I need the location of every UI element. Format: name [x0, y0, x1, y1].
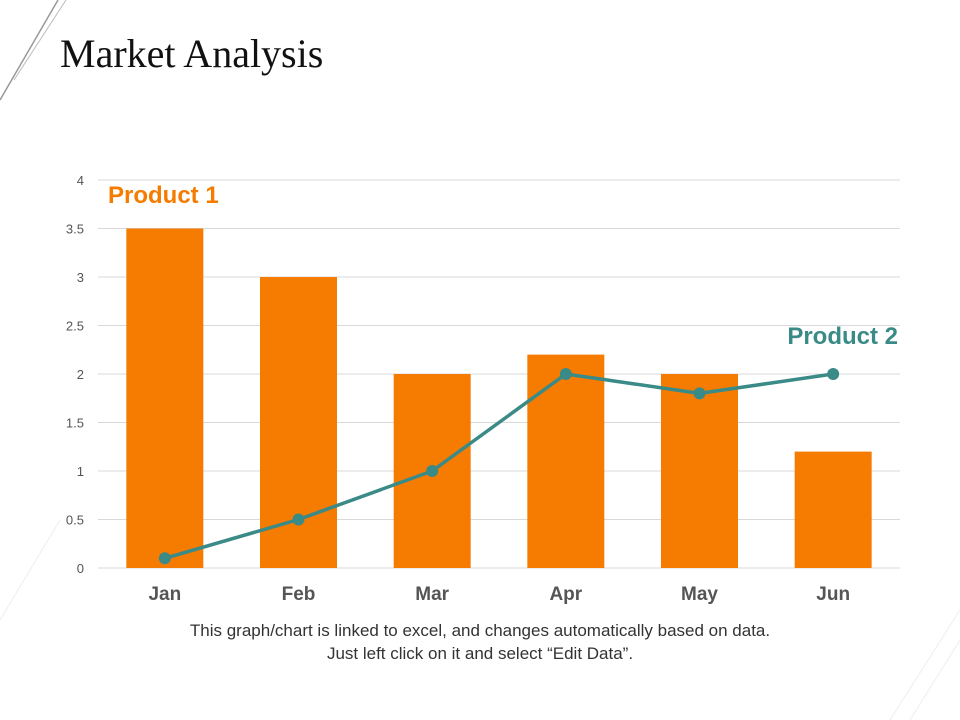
point-jun	[827, 368, 840, 380]
product-2-line	[164, 372, 834, 560]
y-tick-label: 3.5	[66, 222, 84, 237]
product-1-label: Product 1	[108, 182, 219, 209]
series-labels: Product 1 Product 2	[108, 182, 898, 350]
y-tick-label: 2	[77, 367, 84, 382]
x-tick-label: Apr	[549, 584, 582, 605]
y-axis-ticks: 0 0.5 1 1.5 2 2.5 3 3.5 4	[66, 173, 84, 576]
x-axis-ticks: Jan Feb Mar Apr May Jun	[148, 584, 850, 605]
y-tick-label: 3	[77, 270, 84, 285]
y-tick-label: 2.5	[66, 319, 84, 334]
point-mar	[426, 465, 439, 477]
slide-title: Market Analysis	[60, 31, 324, 76]
x-tick-label: Feb	[282, 584, 316, 605]
corner-decoration-line	[909, 639, 960, 720]
bar-apr	[527, 354, 605, 568]
y-tick-label: 4	[77, 173, 84, 188]
corner-decoration-line	[0, 519, 61, 621]
product-1-bars	[126, 228, 872, 568]
x-tick-label: May	[681, 584, 718, 605]
point-may	[693, 387, 706, 400]
point-jan	[158, 552, 171, 565]
point-apr	[559, 368, 572, 380]
y-tick-label: 0	[77, 561, 84, 576]
caption-line-2: Just left click on it and select “Edit D…	[326, 644, 634, 663]
corner-decoration-line	[13, 0, 67, 81]
product-2-line-series	[158, 368, 840, 565]
corner-decoration-line	[0, 0, 59, 101]
point-feb	[292, 513, 305, 526]
x-tick-label: Mar	[415, 584, 449, 605]
y-tick-label: 1	[77, 464, 84, 479]
corner-decoration-line	[889, 609, 960, 720]
x-tick-label: Jan	[148, 584, 181, 605]
y-tick-label: 1.5	[66, 416, 84, 431]
x-tick-label: Jun	[816, 584, 850, 605]
bar-may	[661, 374, 738, 568]
product-2-label: Product 2	[787, 323, 898, 350]
bar-jun	[794, 451, 872, 568]
chart-grid	[98, 179, 900, 569]
bar-jan	[126, 228, 204, 568]
y-tick-label: 0.5	[66, 513, 84, 528]
caption-line-1: This graph/chart is linked to excel, and…	[189, 621, 771, 640]
